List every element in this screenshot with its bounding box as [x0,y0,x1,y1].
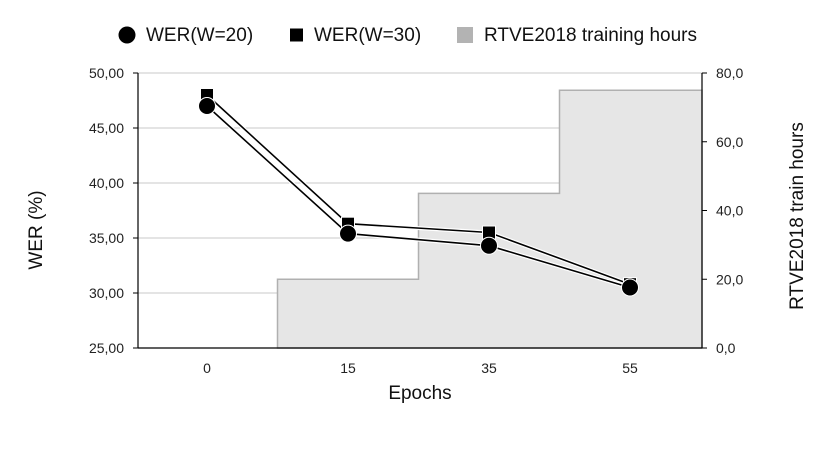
y2-tick-label: 40,0 [716,203,743,219]
x-tick-label: 55 [622,360,638,376]
legend-label-training-hours: RTVE2018 training hours [484,25,697,46]
x-tick-label: 0 [203,360,211,376]
x-tick-label: 15 [340,360,356,376]
y2-tick-label: 60,0 [716,134,743,150]
legend-marker-bar [457,27,473,43]
legend-marker-square [290,28,303,42]
y2-tick-label: 80,0 [716,65,743,81]
data-point-circle [480,236,498,255]
y2-tick-label: 0,0 [716,340,736,356]
legend: WER(W=20) WER(W=30) RTVE2018 training ho… [118,25,697,46]
series-line-square [206,94,631,285]
x-tick-label: 35 [481,360,497,376]
legend-label-wer-w20: WER(W=20) [146,25,253,46]
y-tick-label: 35,00 [89,230,124,246]
y-tick-label: 50,00 [89,65,124,81]
legend-label-wer-w30: WER(W=30) [314,25,421,46]
data-point-circle [339,224,357,243]
tick-labels: 25,0030,0035,0040,0045,0050,000,020,040,… [89,65,744,376]
y2-axis-title: RTVE2018 train hours [787,122,808,310]
y-tick-label: 30,00 [89,285,124,301]
y-tick-label: 40,00 [89,175,124,191]
x-axis-title: Epochs [388,383,451,404]
y-tick-label: 45,00 [89,120,124,136]
legend-marker-circle [118,26,136,44]
series-lines [205,93,631,290]
y2-tick-label: 20,0 [716,271,743,287]
data-point-circle [621,278,639,297]
y-tick-label: 25,00 [89,340,124,356]
data-point-circle [198,97,216,115]
y-axis-title: WER (%) [26,190,47,269]
series-line-circle [206,105,631,289]
series-markers [198,88,639,297]
